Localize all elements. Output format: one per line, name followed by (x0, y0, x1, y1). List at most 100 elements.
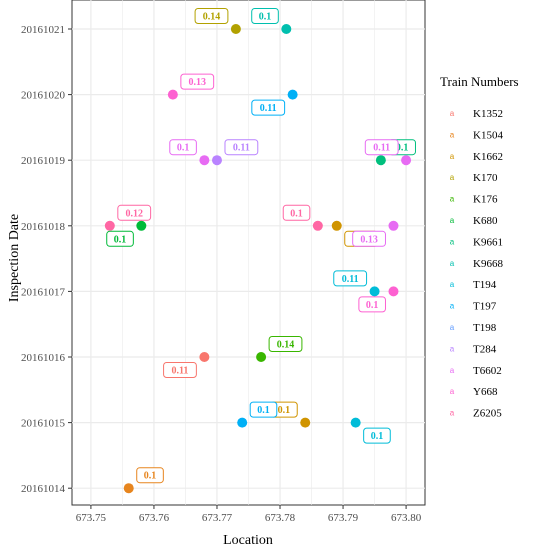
data-label-text: 0.11 (342, 274, 359, 285)
data-label-text: 0.13 (189, 77, 207, 88)
legend-key: a (450, 409, 455, 418)
data-label-text: 0.11 (260, 103, 277, 114)
data-label-text: 0.14 (203, 12, 221, 23)
data-label-text: 0.1 (259, 12, 272, 23)
legend-key: a (450, 344, 455, 353)
data-label-text: 0.14 (277, 340, 295, 351)
data-label-box (333, 270, 368, 287)
data-label-text: 0.11 (373, 143, 390, 154)
y-tick-label: 20161016 (21, 352, 66, 364)
legend-key: a (450, 259, 455, 268)
data-label: 0.11 (224, 139, 259, 156)
data-point (199, 155, 210, 166)
data-label-text: 0.1 (114, 234, 127, 245)
data-label: 0.1 (363, 427, 391, 444)
data-point (312, 220, 323, 231)
data-point (136, 220, 147, 231)
y-tick-label: 20161017 (21, 286, 66, 298)
data-label-box (268, 336, 303, 352)
data-label: 0.13 (352, 230, 386, 247)
legend-key: a (450, 387, 455, 396)
legend-key: a (450, 130, 455, 139)
data-point (388, 286, 399, 297)
data-label-text: 0.1 (366, 300, 379, 311)
data-point (388, 220, 399, 231)
data-label: 0.1 (136, 467, 164, 484)
x-axis-ticks: 673.75 673.76 673.77 673.78 673.79 673.80 (76, 505, 422, 524)
data-label-box (136, 467, 164, 484)
y-axis-title: Inspection Date (7, 214, 22, 302)
data-label-box (363, 427, 391, 444)
data-label-text: 0.1 (278, 405, 291, 416)
data-label: 0.11 (364, 139, 399, 156)
data-label: 0.11 (333, 270, 368, 287)
legend-label: K9668 (473, 258, 503, 270)
data-point (167, 89, 178, 100)
data-point (256, 352, 267, 362)
data-point (401, 155, 412, 166)
data-label-box (180, 73, 215, 90)
data-point (369, 286, 380, 297)
data-label-text: 0.1 (257, 405, 270, 416)
data-point (281, 24, 292, 34)
x-tick-label: 673.80 (391, 512, 422, 524)
x-axis-title: Location (223, 533, 273, 548)
data-point (199, 352, 210, 362)
data-label-text: 0.13 (360, 234, 378, 245)
legend-label: K1662 (473, 151, 503, 163)
x-tick-label: 673.75 (76, 512, 107, 524)
data-label: 0.1 (106, 230, 134, 247)
legend-label: T284 (473, 343, 497, 355)
data-label-box (364, 139, 399, 156)
data-label: 0.1 (249, 401, 278, 418)
legend-label: T6602 (473, 365, 502, 377)
data-point (230, 24, 241, 34)
legend-label: K176 (473, 194, 498, 206)
x-tick-label: 673.77 (202, 512, 233, 524)
data-point (375, 155, 386, 166)
data-label-text: 0.11 (233, 143, 250, 154)
data-label-box (251, 8, 279, 24)
data-point (123, 483, 134, 494)
data-labels: 0.11 0.1 0.1 0.13 0.14 0.14 0.1 0.1 0.1 0.1 0.11 0.… (106, 8, 416, 484)
data-label: 0.11 (163, 362, 197, 378)
data-point (350, 417, 361, 428)
data-label-box (352, 230, 386, 247)
y-tick-label: 20161018 (21, 221, 66, 233)
legend-key: a (450, 109, 455, 118)
data-label-box (169, 139, 197, 156)
x-tick-label: 673.79 (328, 512, 359, 524)
data-label-box (194, 8, 229, 24)
legend-label: K9661 (473, 236, 503, 248)
legend-key: a (450, 302, 455, 311)
data-points (104, 24, 412, 494)
data-label-text: 0.1 (371, 431, 384, 442)
legend-label: T194 (473, 279, 497, 291)
data-label-box (106, 230, 134, 247)
legend-key: a (450, 323, 455, 332)
y-tick-label: 20161021 (21, 24, 65, 36)
legend: Train Numbers a K1352 a K1504 a K1662 a K170 a K1… (440, 74, 519, 420)
data-label: 0.11 (251, 99, 286, 116)
data-label: 0.1 (251, 8, 279, 24)
data-label-text: 0.12 (125, 208, 143, 219)
data-point (237, 417, 248, 428)
data-point (104, 220, 115, 231)
data-label-box (163, 362, 197, 378)
legend-label: Z6205 (473, 408, 502, 420)
legend-title: Train Numbers (440, 74, 519, 89)
y-tick-label: 20161014 (21, 483, 66, 495)
data-label: 0.14 (194, 8, 229, 24)
legend-label: T198 (473, 322, 497, 334)
data-label: 0.13 (180, 73, 215, 90)
data-label-text: 0.1 (290, 208, 303, 219)
data-label-box (251, 99, 286, 116)
data-label-box (117, 204, 152, 221)
data-label-text: 0.1 (144, 471, 157, 482)
data-label: 0.14 (268, 336, 303, 352)
y-tick-label: 20161020 (21, 90, 66, 102)
x-tick-label: 673.76 (139, 512, 170, 524)
data-label-box (282, 204, 311, 221)
data-label-text: 0.1 (396, 143, 409, 154)
